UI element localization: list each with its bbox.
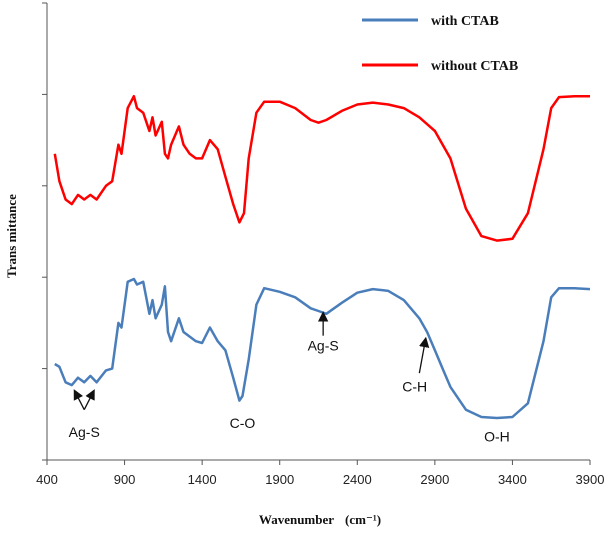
- x-axis-title: Wavenumber (cm⁻¹): [259, 512, 381, 527]
- annotation-label: C-H: [402, 378, 427, 394]
- x-tick-label: 2900: [420, 472, 449, 487]
- x-tick-label: 1400: [188, 472, 217, 487]
- x-axis-title-unit: (cm⁻¹): [345, 512, 381, 527]
- legend-label-with-ctab: with CTAB: [431, 14, 499, 29]
- legend-label-without-ctab: without CTAB: [431, 59, 518, 74]
- x-tick-label: 1900: [265, 472, 294, 487]
- y-axis-title: Trans mittance: [4, 194, 19, 278]
- legend: with CTAB without CTAB: [362, 14, 518, 74]
- annotation-layer: Ag-S C-O Ag-S C-H O-H: [69, 311, 510, 445]
- series-layer: [53, 94, 591, 420]
- x-axis-title-text: Wavenumber: [259, 512, 334, 527]
- x-ticks: 400 900 1400 1900 2400 2900 3400 3900: [36, 460, 604, 487]
- annotation-label: Ag-S: [69, 424, 100, 440]
- series-line-without-ctab: [53, 94, 590, 242]
- annotation-label: O-H: [484, 429, 510, 445]
- annotation-arrow: [73, 389, 85, 411]
- x-tick-label: 3900: [576, 472, 605, 487]
- series-line-with-ctab: [54, 277, 591, 420]
- x-tick-label: 900: [114, 472, 136, 487]
- annotation-arrow: [418, 336, 430, 374]
- annotation-label: C-O: [230, 415, 256, 431]
- x-tick-label: 400: [36, 472, 58, 487]
- y-ticks: [42, 2, 47, 461]
- annotation-label: Ag-S: [308, 337, 339, 353]
- x-tick-label: 2400: [343, 472, 372, 487]
- annotation-arrow: [83, 389, 95, 411]
- x-tick-label: 3400: [498, 472, 527, 487]
